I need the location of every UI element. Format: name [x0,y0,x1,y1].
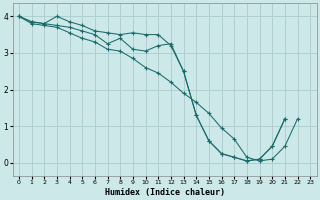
X-axis label: Humidex (Indice chaleur): Humidex (Indice chaleur) [105,188,225,197]
